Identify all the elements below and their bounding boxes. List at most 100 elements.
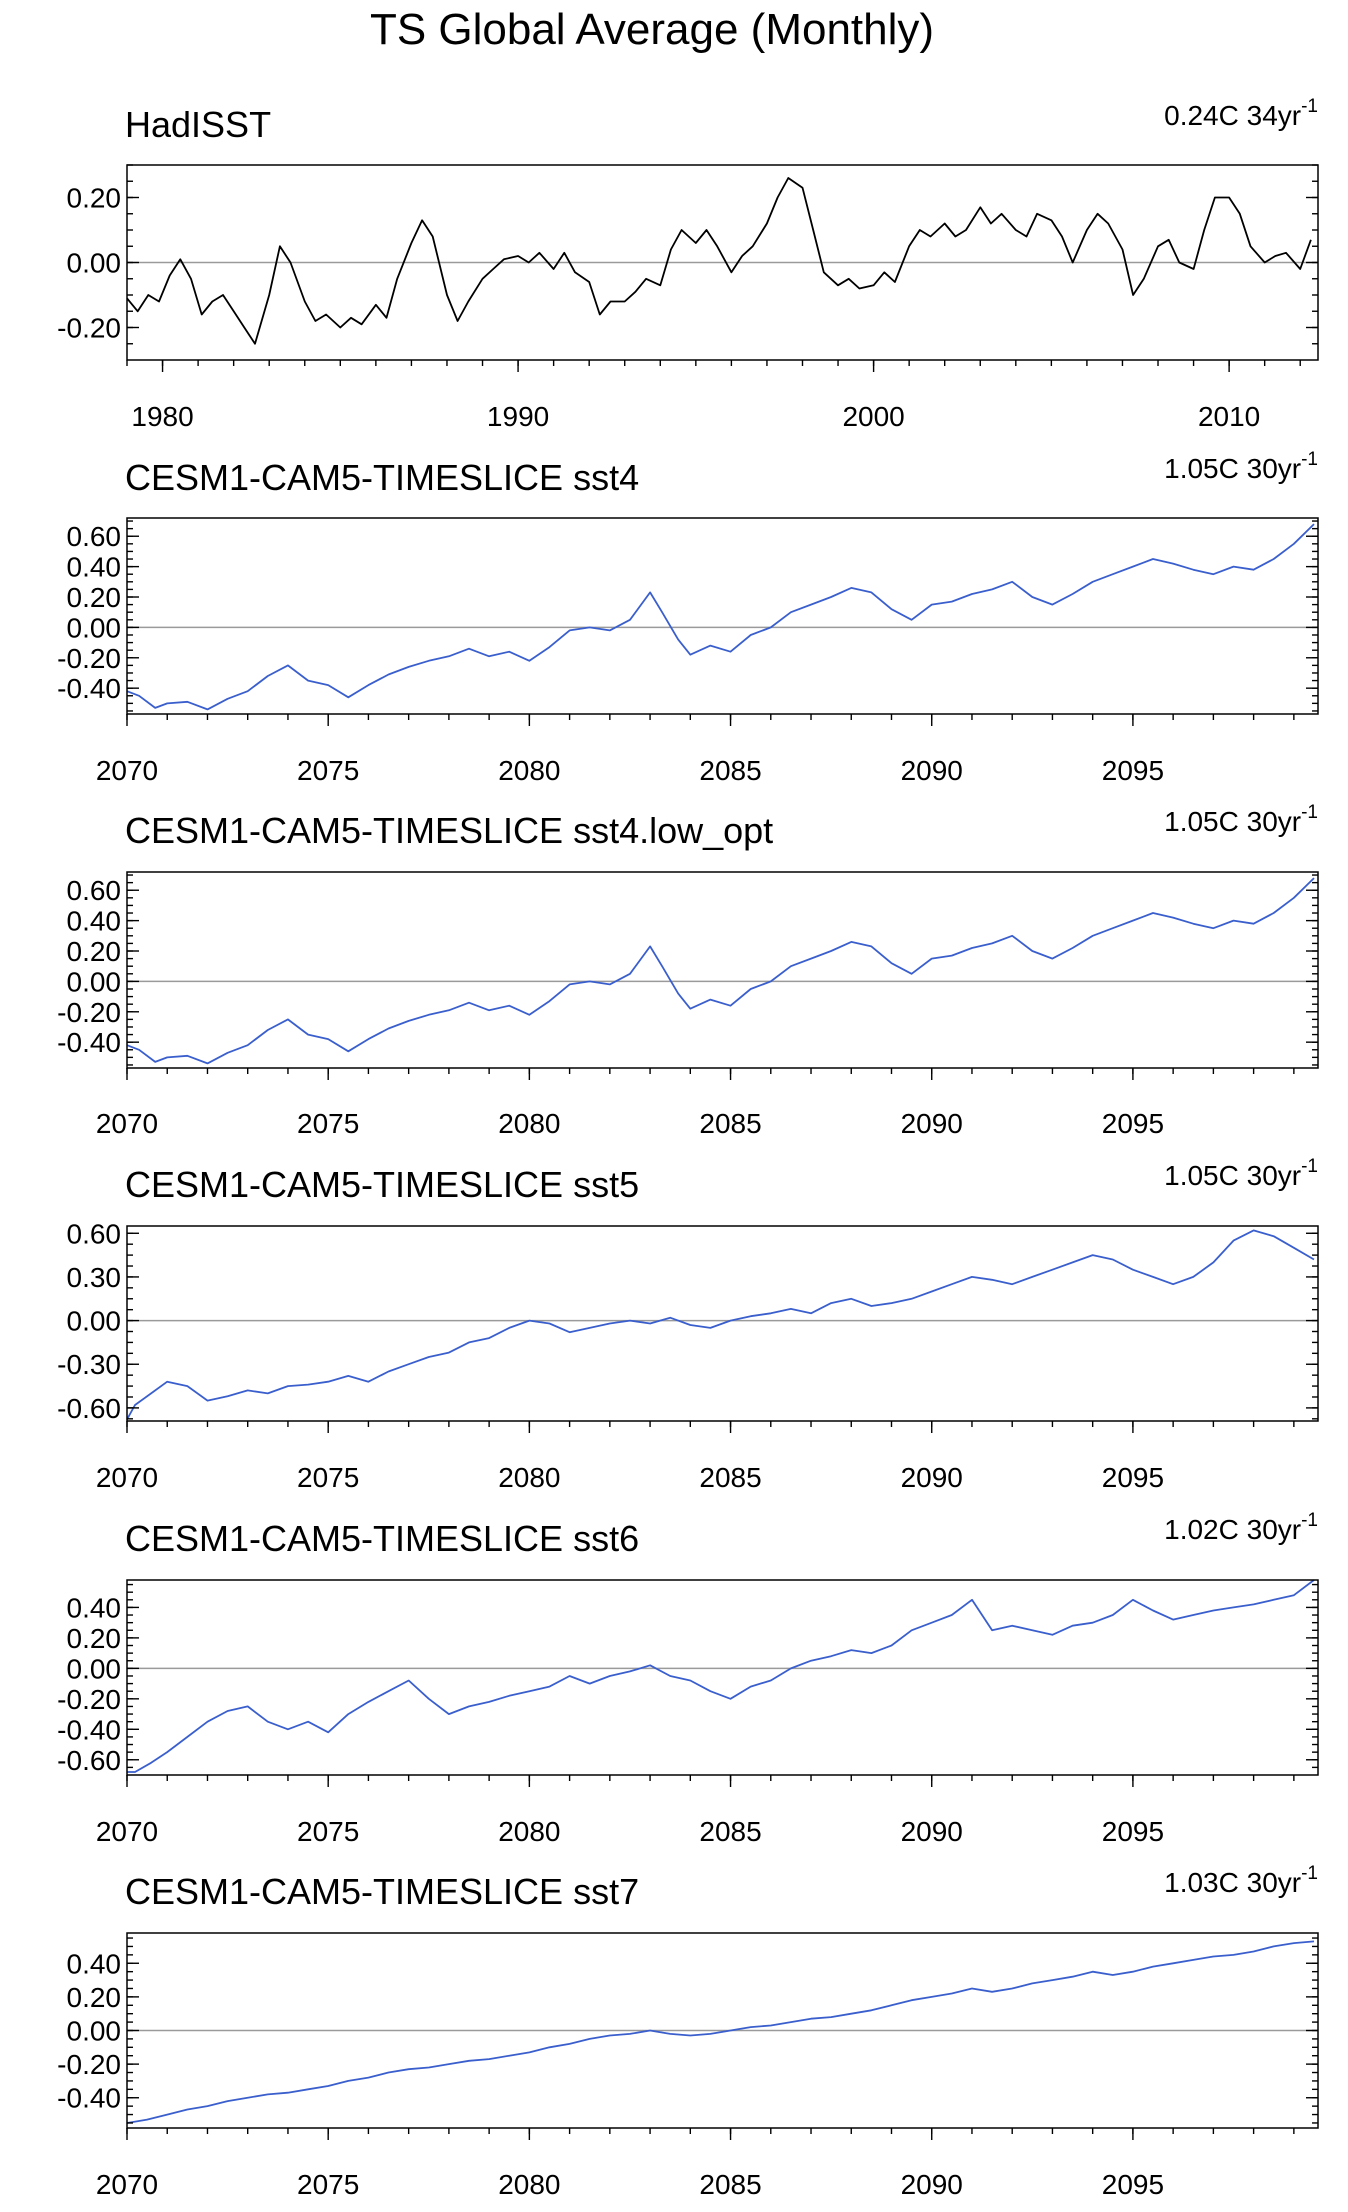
ytick-label: -0.40	[57, 673, 121, 704]
xtick-label: 2080	[498, 1108, 560, 1139]
plot-frame	[126, 517, 1319, 715]
ytick-label: 0.40	[67, 1948, 122, 1979]
ytick-label: 0.20	[67, 183, 122, 214]
xtick-label: 2080	[498, 1462, 560, 1493]
trend-label: 1.03C 30yr-1	[1164, 1863, 1318, 1898]
xtick-label: 1990	[487, 401, 549, 432]
series-line-1	[126, 1940, 1315, 2124]
trend-value: 0.24C	[1164, 100, 1247, 131]
trend-years: 34yr	[1247, 100, 1301, 131]
xtick-label: 2070	[96, 2169, 158, 2200]
xtick-label: 2085	[699, 1816, 761, 1847]
xtick-label: 2095	[1102, 1462, 1164, 1493]
ytick-label: 0.20	[67, 1623, 122, 1654]
ytick-label: 0.60	[67, 875, 122, 906]
ytick-label: 0.00	[67, 2016, 122, 2047]
panel-2: CESM1-CAM5-TIMESLICE sst4 1.05C 30yr-1 0.6…	[57, 449, 1319, 786]
xtick-label: 2095	[1102, 1108, 1164, 1139]
ytick-label: 0.20	[67, 1982, 122, 2013]
xtick-label: 2070	[96, 1108, 158, 1139]
ytick-label: -0.20	[57, 2049, 121, 2080]
xtick-label: 2090	[901, 1462, 963, 1493]
xtick-label: 2075	[297, 1108, 359, 1139]
trend-years: 30yr	[1247, 1867, 1301, 1898]
panel-title: CESM1-CAM5-TIMESLICE sst6	[125, 1518, 639, 1559]
series-line-1	[127, 1579, 1315, 1773]
panel-title: CESM1-CAM5-TIMESLICE sst4.low_opt	[125, 810, 773, 851]
panel-title: CESM1-CAM5-TIMESLICE sst7	[125, 1871, 639, 1912]
xtick-label: 2085	[699, 755, 761, 786]
trend-exponent: -1	[1301, 1863, 1318, 1884]
xtick-label: 2080	[498, 1816, 560, 1847]
ytick-label: -0.30	[57, 1349, 121, 1380]
trend-exponent: -1	[1301, 449, 1318, 470]
panel-4: CESM1-CAM5-TIMESLICE sst5 1.05C 30yr-1 0.6…	[57, 1156, 1319, 1493]
xtick-label: 2085	[699, 1462, 761, 1493]
xtick-label: 2090	[901, 755, 963, 786]
xtick-label: 2070	[96, 1816, 158, 1847]
xtick-label: 2075	[297, 1462, 359, 1493]
panel-1: HadISST 0.24C 34yr-1 0.20 0.00 -0.20 1980 1990…	[57, 96, 1319, 432]
ytick-label: 0.60	[67, 521, 122, 552]
xtick-label: 2090	[901, 1816, 963, 1847]
plot-frame	[126, 1225, 1319, 1422]
ytick-label: 0.40	[67, 552, 122, 583]
xtick-label: 2070	[96, 755, 158, 786]
ytick-label: 0.40	[67, 906, 122, 937]
trend-years: 30yr	[1247, 806, 1301, 837]
ytick-label: 0.60	[67, 1218, 122, 1249]
xtick-label: 2010	[1198, 401, 1260, 432]
series-line-1	[126, 1229, 1315, 1420]
xtick-label: 1980	[131, 401, 193, 432]
xtick-label: 2095	[1102, 1816, 1164, 1847]
xtick-label: 2075	[297, 755, 359, 786]
trend-years: 30yr	[1247, 1514, 1301, 1545]
trend-label: 0.24C 34yr-1	[1164, 96, 1318, 131]
trend-label: 1.02C 30yr-1	[1164, 1510, 1318, 1545]
ytick-label: -0.20	[57, 1684, 121, 1715]
ytick-label: -0.40	[57, 2083, 121, 2114]
trend-value: 1.05C	[1164, 453, 1247, 484]
panel-title: CESM1-CAM5-TIMESLICE sst5	[125, 1164, 639, 1205]
xtick-label: 2090	[901, 2169, 963, 2200]
panel-6: CESM1-CAM5-TIMESLICE sst7 1.03C 30yr-1 0.4…	[57, 1863, 1319, 2200]
panel-3: CESM1-CAM5-TIMESLICE sst4.low_opt 1.05C 3…	[57, 802, 1319, 1139]
ytick-label: 0.20	[67, 582, 122, 613]
panel-title: HadISST	[125, 104, 271, 145]
plot-frame	[126, 1579, 1319, 1776]
ytick-label: -0.40	[57, 1714, 121, 1745]
trend-label: 1.05C 30yr-1	[1164, 1156, 1318, 1191]
xtick-label: 2085	[699, 1108, 761, 1139]
xtick-label: 2075	[297, 1816, 359, 1847]
panel-5: CESM1-CAM5-TIMESLICE sst6 1.02C 30yr-1 0.4…	[57, 1510, 1319, 1847]
xtick-label: 2080	[498, 755, 560, 786]
trend-value: 1.02C	[1164, 1514, 1247, 1545]
trend-value: 1.05C	[1164, 1160, 1247, 1191]
ytick-label: -0.20	[57, 997, 121, 1028]
plot-frame	[126, 871, 1319, 1069]
trend-exponent: -1	[1301, 1156, 1318, 1177]
xtick-label: 2075	[297, 2169, 359, 2200]
xtick-label: 2080	[498, 2169, 560, 2200]
ytick-label: -0.60	[57, 1745, 121, 1776]
trend-exponent: -1	[1301, 802, 1318, 823]
ytick-label: -0.60	[57, 1393, 121, 1424]
xtick-label: 2090	[901, 1108, 963, 1139]
xtick-label: 2095	[1102, 755, 1164, 786]
figure-title: TS Global Average (Monthly)	[370, 5, 934, 54]
trend-label: 1.05C 30yr-1	[1164, 449, 1318, 484]
ytick-label: -0.40	[57, 1027, 121, 1058]
trend-exponent: -1	[1301, 1510, 1318, 1531]
ytick-label: 0.30	[67, 1262, 122, 1293]
ytick-label: 0.00	[67, 612, 122, 643]
xtick-label: 2070	[96, 1462, 158, 1493]
series-line-1	[126, 523, 1315, 711]
trend-label: 1.05C 30yr-1	[1164, 802, 1318, 837]
trend-years: 30yr	[1247, 1160, 1301, 1191]
ytick-label: -0.20	[57, 643, 121, 674]
ytick-label: 0.00	[67, 1306, 122, 1337]
xtick-label: 2095	[1102, 2169, 1164, 2200]
